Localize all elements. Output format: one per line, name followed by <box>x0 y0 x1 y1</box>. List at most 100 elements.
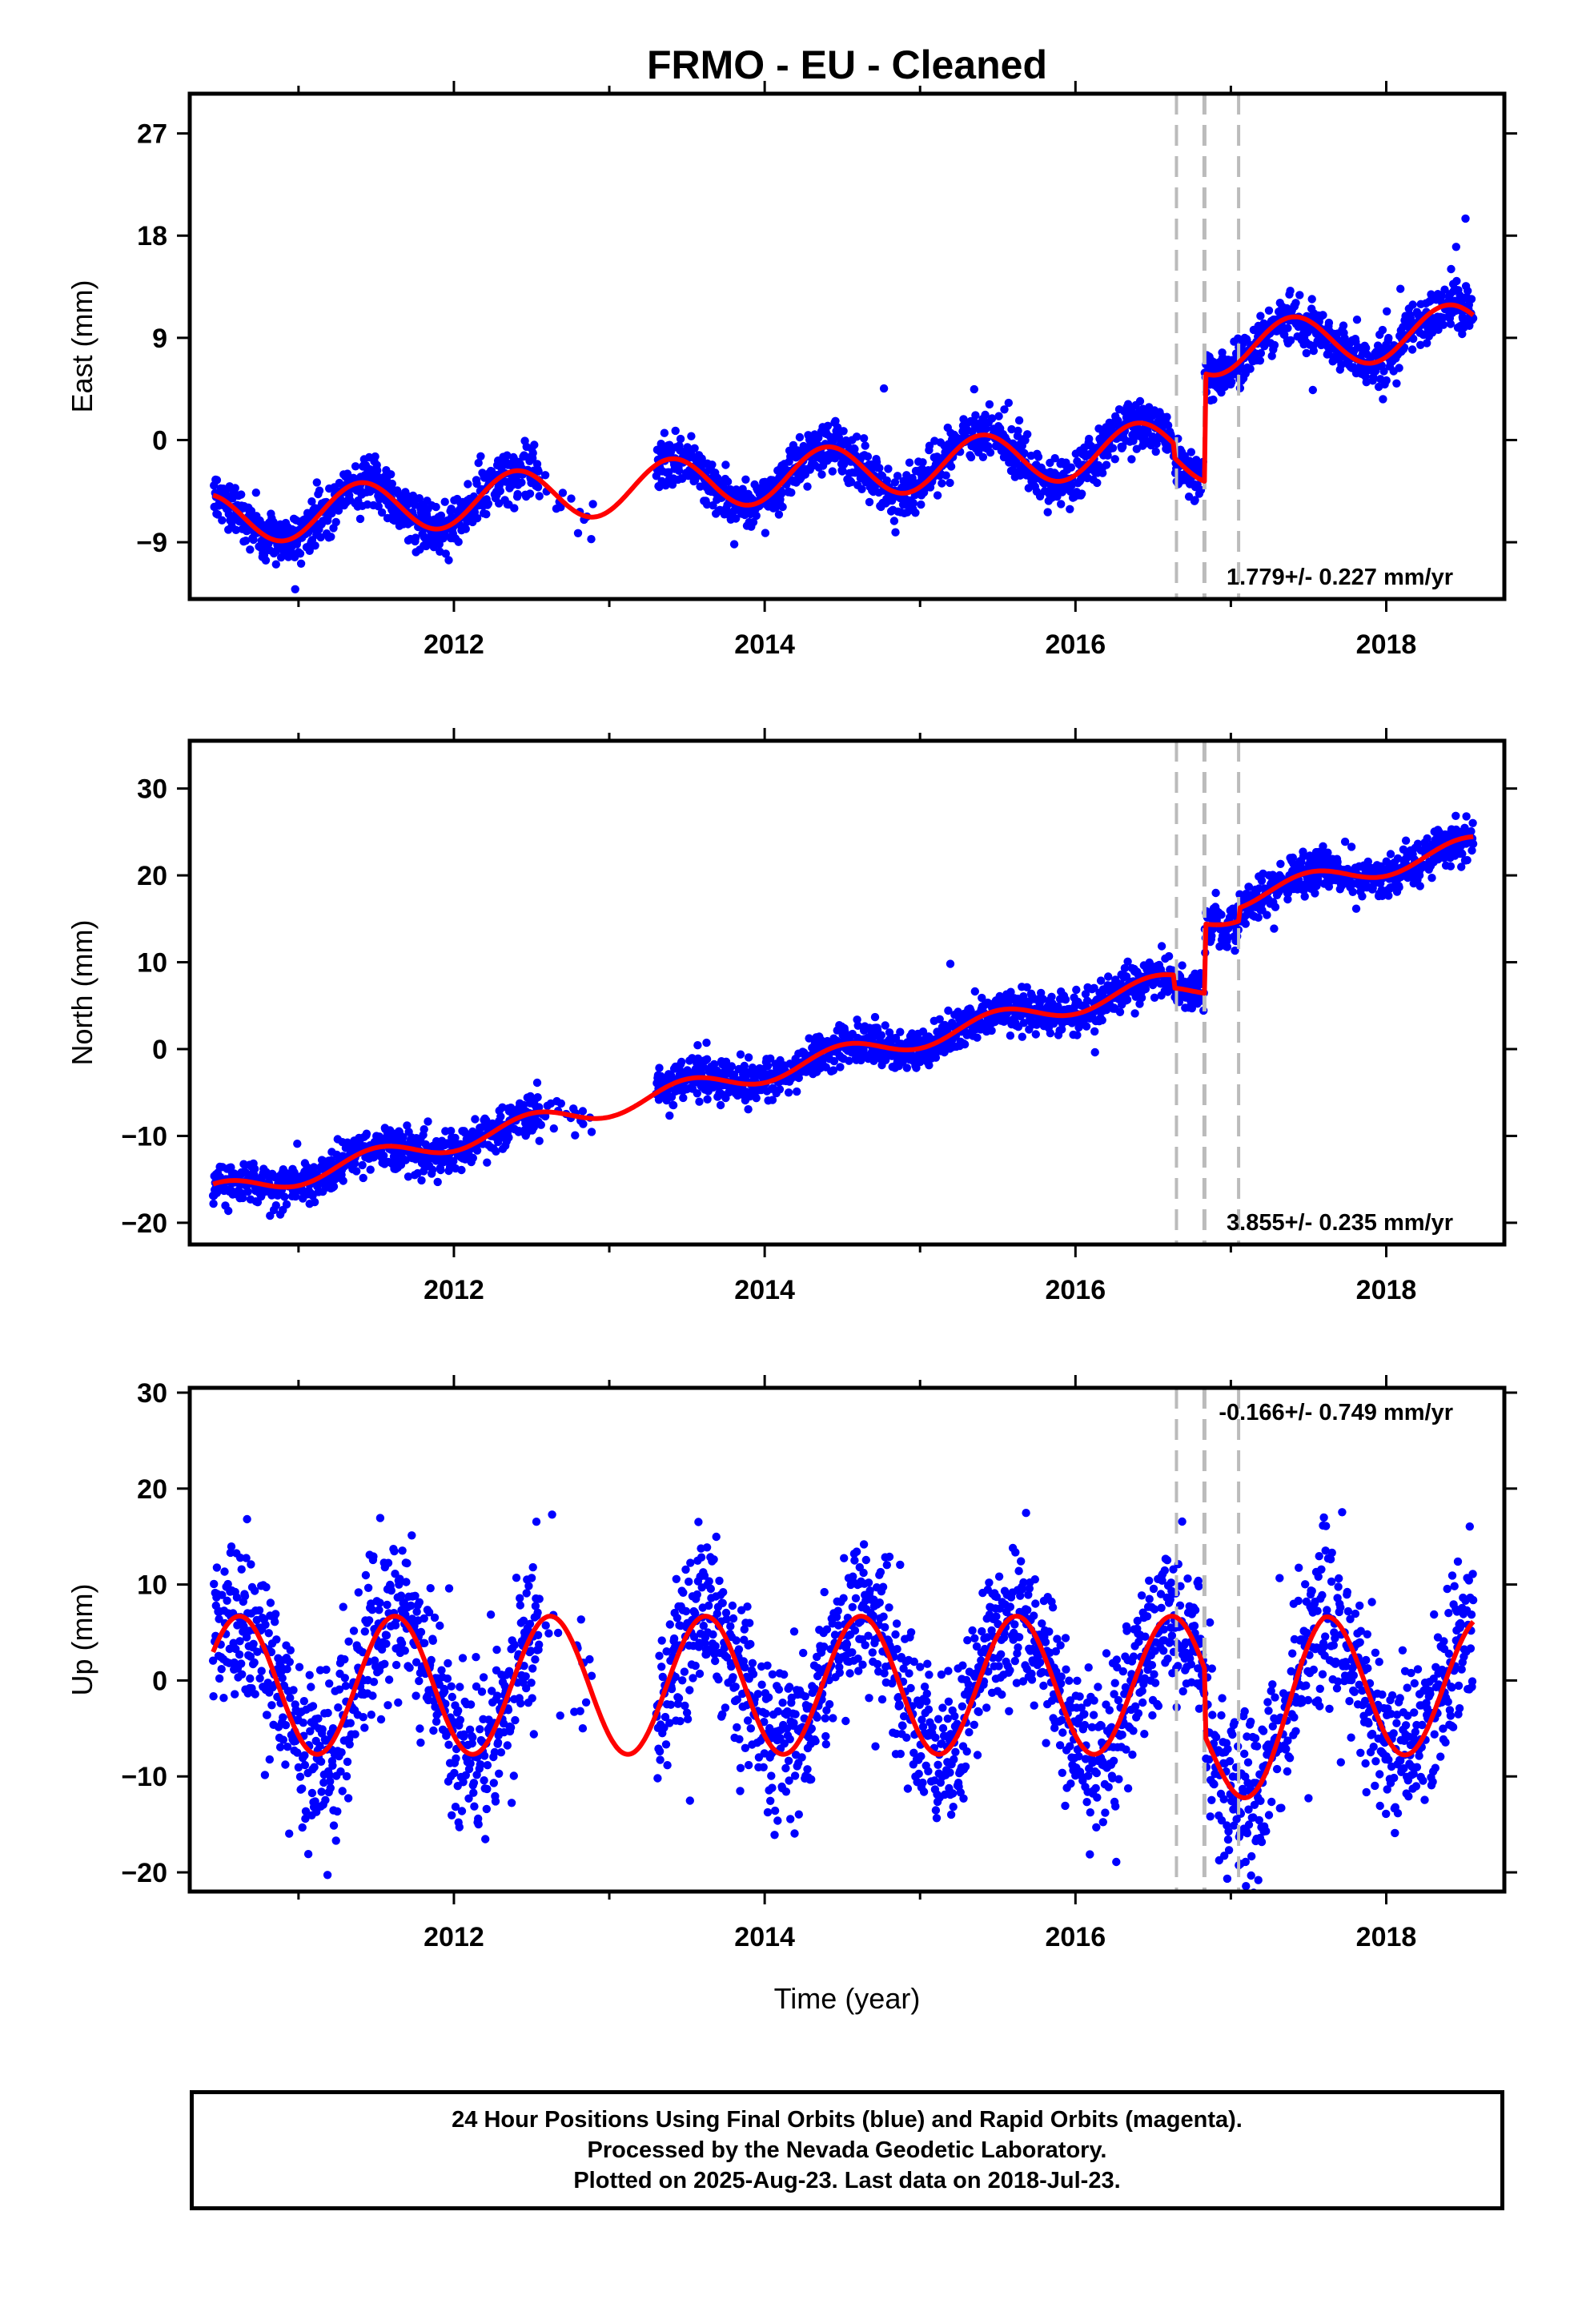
data-point <box>1339 321 1348 330</box>
y-tick-label: −10 <box>121 1121 167 1152</box>
data-point <box>1340 837 1350 846</box>
data-point <box>404 1172 413 1181</box>
data-point <box>1191 496 1199 505</box>
data-point <box>231 525 240 534</box>
data-point <box>709 1059 719 1069</box>
data-point <box>260 1771 270 1779</box>
data-point <box>1207 931 1216 940</box>
data-point <box>918 458 927 467</box>
data-point <box>299 1719 307 1727</box>
data-point <box>1078 489 1086 498</box>
data-point <box>795 432 805 442</box>
data-point <box>674 466 684 475</box>
data-point <box>1217 911 1226 919</box>
data-point <box>411 533 420 542</box>
data-point <box>1058 1025 1066 1034</box>
y-tick-label: 0 <box>152 1035 167 1065</box>
data-point <box>1085 434 1094 444</box>
data-point <box>285 1829 294 1838</box>
data-point <box>1383 307 1391 316</box>
data-point <box>267 1701 276 1710</box>
data-point <box>449 1156 458 1166</box>
data-point <box>303 1850 313 1859</box>
data-point <box>1363 857 1373 866</box>
data-point <box>1302 348 1311 358</box>
data-point <box>261 1620 270 1630</box>
data-point <box>239 1193 247 1203</box>
data-point <box>351 462 360 471</box>
data-point <box>1257 876 1267 886</box>
data-point <box>679 1093 688 1103</box>
data-point <box>994 412 1003 420</box>
data-point <box>1098 468 1107 477</box>
data-point <box>1386 850 1395 858</box>
data-point <box>215 1674 224 1683</box>
data-point <box>1384 891 1393 900</box>
data-point <box>1244 883 1254 891</box>
data-point <box>1263 911 1271 919</box>
data-point <box>1014 426 1022 436</box>
data-point <box>909 499 918 508</box>
data-point <box>496 486 504 496</box>
data-point <box>532 1078 542 1088</box>
data-point <box>1392 379 1401 388</box>
data-point <box>671 426 680 436</box>
data-point <box>882 476 892 485</box>
data-point <box>839 427 848 436</box>
data-point <box>1461 214 1470 223</box>
data-point <box>1439 313 1447 322</box>
data-point <box>1467 295 1476 304</box>
data-point <box>1234 334 1243 343</box>
data-point <box>935 1015 944 1024</box>
data-point <box>312 478 321 487</box>
data-point <box>1351 904 1361 913</box>
data-point <box>307 497 316 506</box>
data-point <box>695 1097 704 1106</box>
y-tick-label: 20 <box>137 861 167 891</box>
data-point <box>890 478 900 487</box>
data-point <box>471 1115 480 1124</box>
data-point <box>1141 984 1150 994</box>
data-point <box>294 1763 303 1772</box>
data-point <box>235 1554 245 1562</box>
data-point <box>343 469 352 478</box>
data-point <box>829 1066 838 1075</box>
data-point <box>1270 340 1279 350</box>
data-point <box>1457 862 1466 871</box>
data-point <box>853 1021 862 1031</box>
data-point <box>587 1128 596 1136</box>
data-point <box>403 1121 412 1130</box>
data-point <box>237 490 246 499</box>
data-point <box>209 1199 218 1208</box>
data-point <box>249 1639 258 1648</box>
data-point <box>533 1093 542 1102</box>
data-point <box>573 529 583 537</box>
data-point <box>279 1735 287 1744</box>
data-point <box>1415 870 1424 880</box>
data-point <box>579 1120 588 1128</box>
data-point <box>752 1094 761 1103</box>
data-point <box>1447 264 1456 274</box>
data-point <box>696 482 705 491</box>
data-point <box>432 502 440 512</box>
data-point <box>1098 1015 1106 1025</box>
data-point <box>243 1514 251 1524</box>
data-point <box>218 516 227 525</box>
data-point <box>1150 993 1159 1003</box>
data-point <box>875 464 884 472</box>
data-point <box>281 1721 291 1730</box>
data-point <box>1362 378 1371 387</box>
x-tick-label: 2012 <box>424 1275 484 1305</box>
data-point <box>567 494 576 503</box>
data-point <box>1255 356 1265 365</box>
data-point <box>296 559 306 568</box>
data-point <box>441 549 450 558</box>
data-point <box>1408 300 1417 309</box>
data-point <box>917 500 926 509</box>
data-point <box>1157 942 1166 951</box>
data-point <box>1104 972 1113 981</box>
data-point <box>727 1062 737 1071</box>
data-point <box>1286 287 1295 296</box>
data-point <box>504 1133 513 1142</box>
